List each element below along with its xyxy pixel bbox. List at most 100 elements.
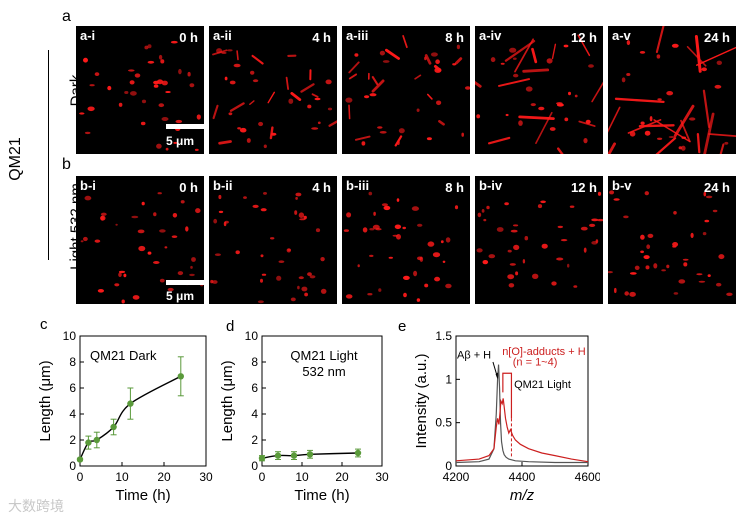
fluorescent-spot (629, 272, 637, 275)
x-tick-label: 4400 (509, 470, 536, 484)
fluorescent-spot (434, 276, 441, 282)
fluorescent-spot (426, 137, 432, 141)
fluorescent-spot (124, 91, 129, 94)
fluorescent-spot (196, 114, 201, 120)
fibril (498, 78, 531, 87)
fluorescent-spot (325, 79, 332, 85)
fluorescent-spot (218, 210, 224, 214)
fluorescent-spot (210, 279, 214, 284)
fibril (702, 89, 711, 129)
micrograph-a-ii: a-ii 4 h (209, 26, 337, 154)
fluorescent-spot (288, 98, 294, 104)
fluorescent-spot (609, 190, 615, 195)
x-axis-label: m/z (510, 487, 535, 504)
fluorescent-spot (369, 93, 377, 97)
chart-d: 0 10 20 30 0 2 4 6 8 10 Time (h) Length (μm) QM21 Li… (219, 329, 389, 504)
fluorescent-spot (252, 204, 259, 208)
fluorescent-spot (698, 280, 706, 283)
fluorescent-spot (613, 198, 620, 201)
fibril (290, 92, 302, 101)
fluorescent-spot (392, 234, 399, 237)
watermark: 大数跨境 (8, 498, 64, 514)
fluorescent-spot (597, 191, 602, 196)
fluorescent-spot (416, 298, 421, 302)
fluorescent-spot (649, 116, 653, 122)
panel-label: b-ii (213, 178, 233, 193)
fluorescent-spot (177, 271, 184, 276)
fluorescent-spot (189, 273, 195, 277)
fluorescent-spot (270, 237, 275, 240)
fluorescent-spot (430, 52, 438, 57)
y-tick-label: 1 (445, 372, 452, 386)
fluorescent-spot (129, 80, 135, 85)
fluorescent-spot (588, 64, 594, 68)
x-tick-label: 4200 (443, 470, 470, 484)
fluorescent-spot (191, 257, 196, 262)
plot-frame (261, 335, 383, 467)
fluorescent-spot (80, 240, 84, 243)
fluorescent-spot (568, 91, 571, 96)
fluorescent-spot (373, 211, 376, 216)
fluorescent-spot (465, 86, 470, 90)
fluorescent-spot (364, 95, 370, 99)
data-point (110, 423, 117, 431)
chart-annotation: 532 nm (302, 364, 345, 379)
fluorescent-spot (252, 79, 259, 83)
fluorescent-spot (194, 148, 199, 151)
fluorescent-spot (512, 57, 517, 60)
panel-time: 8 h (445, 30, 464, 45)
fluorescent-spot (608, 271, 613, 274)
fluorescent-spot (583, 247, 587, 253)
fluorescent-spot (167, 287, 174, 292)
fluorescent-spot (237, 127, 241, 130)
fluorescent-spot (705, 195, 713, 199)
fluorescent-spot (250, 70, 255, 75)
fluorescent-spot (130, 91, 137, 96)
x-tick-label: 4600 (575, 470, 600, 484)
fluorescent-spot (377, 126, 383, 129)
fluorescent-spot (640, 121, 645, 125)
fluorescent-spot (263, 192, 267, 195)
fluorescent-spot (224, 76, 228, 81)
row-b-letter: b (62, 156, 71, 173)
fluorescent-spot (239, 127, 247, 133)
fluorescent-spot (388, 256, 393, 259)
fluorescent-spot (84, 131, 91, 135)
fluorescent-spot (567, 263, 570, 268)
data-point (93, 436, 100, 444)
fluorescent-spot (107, 85, 112, 91)
fibril (614, 97, 665, 104)
panel-time: 24 h (703, 180, 730, 195)
fluorescent-spot (556, 257, 564, 261)
x-tick-label: 0 (77, 470, 84, 484)
fibril (556, 147, 564, 154)
fibril (285, 76, 289, 90)
fluorescent-spot (123, 273, 127, 278)
fluorescent-spot (656, 54, 661, 59)
fluorescent-spot (213, 218, 218, 224)
fluorescent-spot (626, 73, 631, 76)
fluorescent-spot (696, 273, 703, 276)
fluorescent-spot (246, 138, 251, 143)
adduct-n-label: (n = 1~4) (513, 356, 558, 368)
panel-time: 12 h (570, 30, 597, 45)
fluorescent-spot (260, 208, 267, 212)
micrograph-a-iii: a-iii 8 h (342, 26, 470, 154)
fluorescent-spot (411, 206, 419, 211)
fluorescent-spot (614, 287, 617, 294)
fluorescent-spot (682, 258, 689, 261)
fibril (694, 35, 702, 73)
y-tick-label: 6 (251, 381, 258, 395)
fibril (300, 83, 315, 93)
data-point (274, 452, 282, 459)
fluorescent-spot (89, 84, 95, 87)
fluorescent-spot (147, 60, 155, 64)
fluorescent-spot (84, 195, 92, 201)
y-tick-label: 8 (251, 355, 258, 369)
data-point (258, 455, 266, 462)
fluorescent-spot (403, 292, 407, 298)
fluorescent-spot (481, 209, 485, 213)
fluorescent-spot (645, 265, 650, 270)
fibril (328, 120, 337, 127)
fluorescent-spot (138, 245, 146, 252)
